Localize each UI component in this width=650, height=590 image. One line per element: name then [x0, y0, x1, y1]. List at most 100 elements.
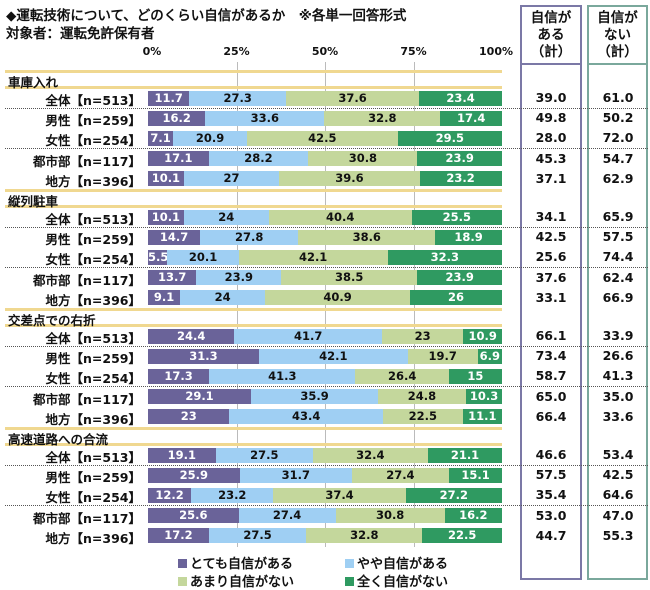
bar-segment-not-confident: 21.1 — [427, 447, 503, 463]
bar-segment-not-very-confident: 40.4 — [268, 209, 412, 225]
bar-segment-somewhat-confident: 27.3 — [189, 90, 287, 106]
bar-segment-not-very-confident: 30.8 — [335, 508, 445, 524]
bar-segment-very-confident: 17.3 — [148, 368, 210, 384]
row-label: 全体【n=513】 — [45, 212, 141, 227]
bar-segment-not-confident: 25.5 — [411, 209, 502, 225]
row-separator — [5, 505, 648, 507]
bar-segment-very-confident: 14.7 — [148, 229, 201, 245]
row-label: 全体【n=513】 — [45, 331, 141, 346]
summary-column-header-2: 自信が ない （計） — [587, 5, 648, 65]
bar-segment-not-confident: 23.2 — [419, 171, 502, 187]
x-tick-label: 25% — [223, 45, 250, 58]
bar-segment-not-confident: 29.5 — [397, 130, 502, 146]
row-label: 地方【n=396】 — [45, 411, 141, 427]
legend-swatch — [178, 577, 187, 586]
bar-segment-not-confident: 15.1 — [448, 467, 503, 483]
row-separator — [5, 108, 648, 109]
bar-segment-not-very-confident: 37.4 — [273, 487, 406, 503]
summary-value-confident: 39.0 — [535, 90, 567, 105]
row-separator — [5, 148, 648, 150]
summary-column-header-1: 自信が ある （計） — [520, 5, 582, 65]
bar-segment-not-confident: 32.3 — [387, 249, 502, 265]
bar-segment-not-confident: 10.9 — [463, 328, 502, 344]
bar-segment-very-confident: 9.1 — [148, 290, 181, 306]
chart-title: ◆運転技術について、どのくらい自信があるか ※各単一回答形式 — [6, 8, 407, 24]
bar-segment-not-very-confident: 42.5 — [247, 130, 398, 146]
bar-segment-not-confident: 11.1 — [462, 409, 502, 425]
bar-segment-not-confident: 15 — [448, 368, 502, 384]
bar-segment-not-very-confident: 38.5 — [281, 270, 418, 286]
bar-segment-somewhat-confident: 23.2 — [191, 487, 274, 503]
section-title: 高速道路への合流 — [8, 432, 109, 447]
summary-value-not-confident: 62.9 — [602, 170, 634, 186]
bar-segment-very-confident: 31.3 — [148, 348, 259, 364]
summary-value-not-confident: 42.5 — [602, 467, 634, 483]
row-label: 女性【n=254】 — [45, 371, 141, 387]
summary-value-confident: 46.6 — [535, 447, 567, 462]
row-label: 女性【n=254】 — [45, 133, 141, 149]
row-label: 都市部【n=117】 — [33, 153, 141, 169]
summary-value-confident: 66.4 — [535, 408, 567, 424]
bar-segment-very-confident: 13.7 — [148, 270, 197, 286]
bar-segment-not-confident: 23.4 — [419, 90, 502, 106]
bar-segment-not-confident: 26 — [409, 290, 502, 306]
row-label: 地方【n=396】 — [45, 530, 141, 546]
legend-label: やや自信がある — [357, 557, 449, 572]
bar-segment-somewhat-confident: 35.9 — [251, 389, 379, 405]
row-label: 全体【n=513】 — [45, 450, 141, 465]
bar-segment-very-confident: 17.2 — [148, 528, 209, 544]
section-divider — [5, 70, 502, 73]
bar-segment-not-very-confident: 39.6 — [279, 171, 420, 187]
bar-segment-very-confident: 16.2 — [148, 110, 206, 126]
bar-segment-not-very-confident: 37.6 — [286, 90, 420, 106]
section-title: 縦列駐車 — [8, 194, 59, 209]
bar-segment-somewhat-confident: 27.5 — [215, 447, 313, 463]
section-title: 車庫入れ — [8, 75, 59, 90]
section-divider — [5, 443, 502, 446]
bar-segment-not-very-confident: 38.6 — [298, 229, 436, 245]
summary-value-confident: 33.1 — [535, 289, 567, 305]
bar-segment-very-confident: 25.9 — [148, 467, 240, 483]
legend-item: あまり自信がない — [178, 571, 294, 590]
summary-header-line: ない — [604, 27, 631, 43]
x-tick-label: 50% — [311, 45, 339, 58]
summary-value-confident: 28.0 — [535, 130, 567, 146]
bar-segment-very-confident: 10.1 — [148, 209, 184, 225]
bar-segment-very-confident: 11.7 — [148, 90, 190, 106]
bar-segment-very-confident: 23 — [148, 409, 230, 425]
bar-segment-not-confident: 23.9 — [417, 151, 502, 167]
bar-segment-somewhat-confident: 20.9 — [173, 130, 248, 146]
bar-segment-somewhat-confident: 42.1 — [258, 348, 408, 364]
bar-segment-not-confident: 10.3 — [465, 389, 503, 405]
summary-value-not-confident: 61.0 — [602, 90, 634, 105]
bar-segment-very-confident: 24.4 — [148, 328, 235, 344]
bar-segment-not-very-confident: 24.8 — [378, 389, 466, 405]
row-separator — [5, 346, 648, 347]
summary-value-confident: 42.5 — [535, 229, 567, 245]
summary-value-confident: 25.6 — [535, 249, 567, 265]
bar-segment-very-confident: 17.1 — [148, 151, 209, 167]
x-tick-label: 0% — [142, 45, 162, 58]
legend-item: とても自信がある — [178, 553, 293, 572]
bar-segment-somewhat-confident: 27.8 — [200, 229, 299, 245]
summary-value-confident: 73.4 — [535, 348, 567, 364]
row-separator — [5, 267, 648, 269]
bar-segment-not-very-confident: 26.4 — [355, 368, 449, 384]
summary-value-confident: 37.6 — [535, 269, 567, 285]
bar-segment-somewhat-confident: 41.3 — [209, 368, 356, 384]
row-label: 全体【n=513】 — [45, 93, 141, 108]
bar-segment-not-confident: 27.2 — [405, 487, 502, 503]
section-title: 交差点での右折 — [8, 313, 96, 328]
summary-value-not-confident: 66.9 — [602, 289, 634, 305]
chart-subtitle: 対象者：運転免許保有者 — [6, 26, 155, 42]
row-label: 男性【n=259】 — [45, 113, 141, 129]
summary-value-not-confident: 72.0 — [602, 130, 634, 146]
summary-value-confident: 58.7 — [535, 368, 567, 384]
bar-segment-not-confident: 17.4 — [440, 110, 502, 126]
bar-segment-somewhat-confident: 27.4 — [238, 508, 336, 524]
bar-segment-somewhat-confident: 41.7 — [234, 328, 382, 344]
bar-segment-somewhat-confident: 27 — [183, 171, 280, 187]
summary-value-not-confident: 74.4 — [602, 249, 634, 265]
bar-segment-not-very-confident: 32.8 — [324, 110, 441, 126]
summary-value-confident: 66.1 — [535, 328, 567, 343]
